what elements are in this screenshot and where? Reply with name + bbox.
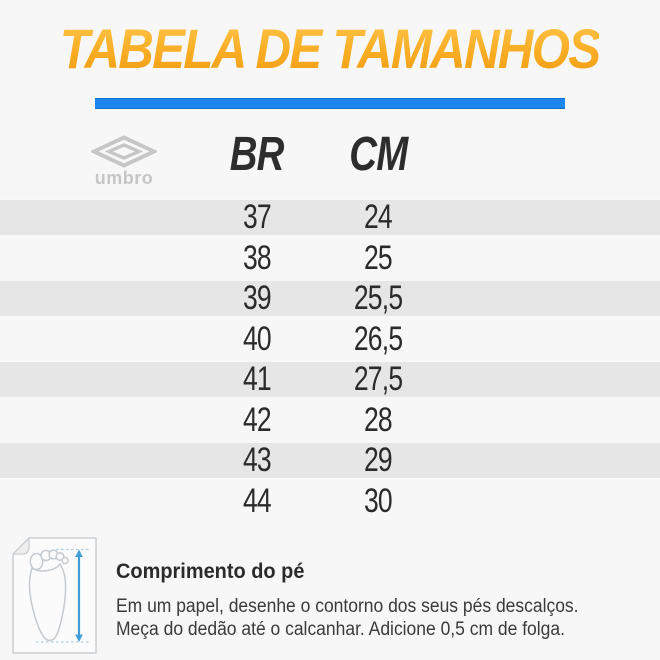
table-row: 40 26,5 — [0, 319, 660, 360]
measure-body: Em um papel, desenhe o contorno dos seus… — [116, 596, 586, 641]
size-br-value: 40 — [243, 319, 272, 358]
size-br-value: 42 — [243, 400, 272, 439]
size-cm-value: 29 — [364, 441, 393, 479]
page-title-wrap: TABELA DE TAMANHOS — [0, 16, 660, 81]
size-br-value: 37 — [243, 198, 272, 236]
brand-block: umbro — [91, 135, 157, 189]
size-cm-value: 25 — [364, 238, 393, 277]
column-header-br: BR — [230, 128, 285, 181]
size-table: 37 24 38 25 39 25,5 40 26,5 41 27,5 42 2… — [0, 197, 660, 521]
size-cm-value: 24 — [364, 198, 393, 236]
table-row: 37 24 — [0, 197, 660, 238]
table-row: 43 29 — [0, 440, 660, 481]
size-cm-value: 25,5 — [353, 279, 403, 317]
table-row: 42 28 — [0, 400, 660, 441]
table-row: 39 25,5 — [0, 278, 660, 319]
measure-line-2: Meça do dedão até o calcanhar. Adicione … — [116, 618, 565, 640]
column-header-cm: CM — [348, 128, 408, 181]
size-br-value: 38 — [243, 238, 272, 277]
table-row: 38 25 — [0, 238, 660, 279]
size-br-value: 44 — [243, 481, 272, 520]
size-cm-value: 27,5 — [353, 360, 403, 398]
measure-heading: Comprimento do pé — [116, 560, 305, 583]
table-row: 44 30 — [0, 481, 660, 522]
size-cm-value: 26,5 — [353, 319, 403, 358]
foot-length-measure-icon — [12, 537, 97, 654]
size-br-value: 41 — [243, 360, 272, 398]
table-row: 41 27,5 — [0, 359, 660, 400]
brand-wordmark: umbro — [94, 168, 154, 188]
title-underline — [95, 98, 565, 109]
size-br-value: 43 — [243, 441, 272, 479]
measure-instructions: Comprimento do pé Em um papel, desenhe o… — [116, 560, 586, 641]
size-br-value: 39 — [243, 279, 272, 317]
size-cm-value: 28 — [364, 400, 393, 439]
measure-line-1: Em um papel, desenhe o contorno dos seus… — [116, 596, 579, 617]
page-title: TABELA DE TAMANHOS — [60, 17, 601, 80]
umbro-double-diamond-icon — [91, 135, 157, 168]
size-cm-value: 30 — [364, 481, 393, 520]
